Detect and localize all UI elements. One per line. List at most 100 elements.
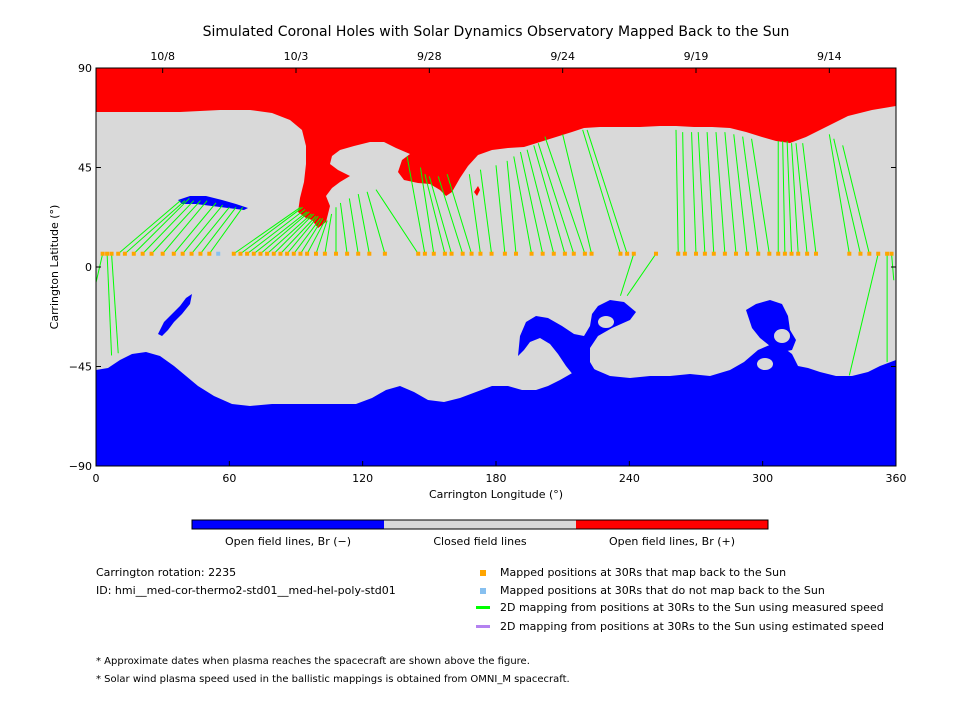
chart-title: Simulated Coronal Holes with Solar Dynam… xyxy=(203,24,790,40)
mapping-line xyxy=(111,253,119,354)
mapping-line xyxy=(537,143,575,254)
mapped-position-marker xyxy=(314,251,318,256)
mapped-position-marker xyxy=(231,251,236,256)
colorbar-open-negative xyxy=(192,520,384,529)
mapped-position-marker xyxy=(322,251,327,256)
mapped-position-marker xyxy=(478,251,483,256)
mapping-line xyxy=(506,160,517,254)
mapping-line xyxy=(293,218,321,255)
mapped-position-marker xyxy=(676,251,681,256)
y-tick-label: 0 xyxy=(85,261,92,274)
mapped-position-marker xyxy=(514,251,518,256)
x-tick-label: 360 xyxy=(886,472,907,485)
legend-label-not-mapped: Mapped positions at 30Rs that do not map… xyxy=(500,584,825,597)
mapped-position-marker xyxy=(207,251,212,256)
legend-line-estimated-speed xyxy=(476,625,490,628)
mapped-position-marker xyxy=(711,251,716,256)
mapped-position-marker xyxy=(271,251,276,256)
x-tick-label: 120 xyxy=(352,472,373,485)
mapped-position-marker xyxy=(702,251,707,256)
mapping-line xyxy=(586,129,628,254)
mapping-line xyxy=(280,215,317,255)
mapped-position-marker xyxy=(345,251,350,256)
mapped-position-marker xyxy=(131,251,136,256)
mapping-line xyxy=(468,174,481,254)
mapping-line xyxy=(533,145,566,254)
top-date-label: 9/14 xyxy=(817,50,842,63)
mapping-line xyxy=(106,253,113,356)
mapping-line xyxy=(751,138,770,254)
mapped-position-marker xyxy=(694,251,698,256)
legend-swatch-not-mapped xyxy=(480,588,486,594)
mapping-line xyxy=(96,253,104,283)
mapped-position-marker xyxy=(367,251,372,256)
mapping-line xyxy=(124,200,186,255)
top-date-label: 10/8 xyxy=(150,50,175,63)
mapped-position-marker xyxy=(160,251,165,256)
mapped-position-marker xyxy=(382,251,387,256)
mapping-line xyxy=(253,211,308,255)
mapping-line xyxy=(428,176,453,254)
positive-polarity-polar-hole xyxy=(96,68,896,228)
closed-field-island-lon237 xyxy=(598,316,614,328)
mapping-line xyxy=(706,132,715,254)
carrington-rotation: Carrington rotation: 2235 xyxy=(96,566,237,579)
mapped-position-marker xyxy=(305,251,310,256)
y-tick-label: −45 xyxy=(69,361,92,374)
mapping-line xyxy=(246,209,306,255)
mapping-line xyxy=(691,132,697,254)
mapped-position-marker xyxy=(847,251,852,256)
mapped-position-marker xyxy=(298,251,303,256)
coronal-hole-map xyxy=(96,68,896,466)
mapped-position-marker xyxy=(416,251,421,256)
mapped-position-marker xyxy=(334,251,338,256)
colorbar-label-open-negative: Open field lines, Br (−) xyxy=(225,535,351,548)
top-date-label: 9/19 xyxy=(684,50,709,63)
mapping-line xyxy=(437,176,464,254)
mapped-position-marker xyxy=(285,251,290,256)
y-tick-label: −90 xyxy=(69,460,92,473)
colorbar: Open field lines, Br (−) Closed field li… xyxy=(191,519,769,548)
colorbar-label-open-positive: Open field lines, Br (+) xyxy=(609,535,735,548)
colorbar-label-closed: Closed field lines xyxy=(433,535,527,548)
mapping-line xyxy=(495,165,506,254)
colorbar-closed xyxy=(384,520,576,529)
mapping-line xyxy=(786,140,793,254)
mapped-position-marker xyxy=(885,251,890,256)
mapping-line xyxy=(619,253,635,296)
mapped-position-marker xyxy=(529,251,534,256)
mapping-line xyxy=(424,174,446,254)
mapped-position-marker xyxy=(116,251,121,256)
mapped-position-marker xyxy=(105,251,110,256)
negative-polarity-hole-lon28 xyxy=(158,294,192,336)
mapping-line xyxy=(782,140,786,254)
mapped-position-marker xyxy=(189,251,194,256)
top-date-label: 10/3 xyxy=(284,50,309,63)
mapped-position-marker xyxy=(442,251,447,256)
mapped-position-marker xyxy=(805,251,810,256)
model-id: ID: hmi__med-cor-thermo2-std01__med-hel-… xyxy=(96,584,396,597)
y-tick-label: 45 xyxy=(78,162,92,175)
mapped-position-marker xyxy=(469,251,474,256)
mapping-line xyxy=(682,132,686,254)
mapped-position-marker xyxy=(589,251,594,256)
mapping-line xyxy=(151,200,201,255)
mapped-position-marker xyxy=(814,251,818,256)
mapping-line xyxy=(406,156,426,254)
mapping-line xyxy=(419,167,435,254)
mapped-position-marker xyxy=(734,251,738,256)
mapping-line xyxy=(208,207,244,255)
mapped-position-marker xyxy=(431,251,436,256)
mapped-position-marker xyxy=(582,251,587,256)
positive-polarity-small-patch xyxy=(474,186,480,196)
mapped-position-marker xyxy=(551,251,556,256)
mapped-position-marker xyxy=(422,251,427,256)
mapping-line xyxy=(348,198,359,254)
mapping-line xyxy=(675,129,679,254)
mapped-position-marker xyxy=(502,251,507,256)
mapped-position-marker xyxy=(756,251,761,256)
mapped-position-marker xyxy=(767,251,772,256)
mapping-line xyxy=(742,136,759,254)
x-tick-label: 60 xyxy=(222,472,236,485)
